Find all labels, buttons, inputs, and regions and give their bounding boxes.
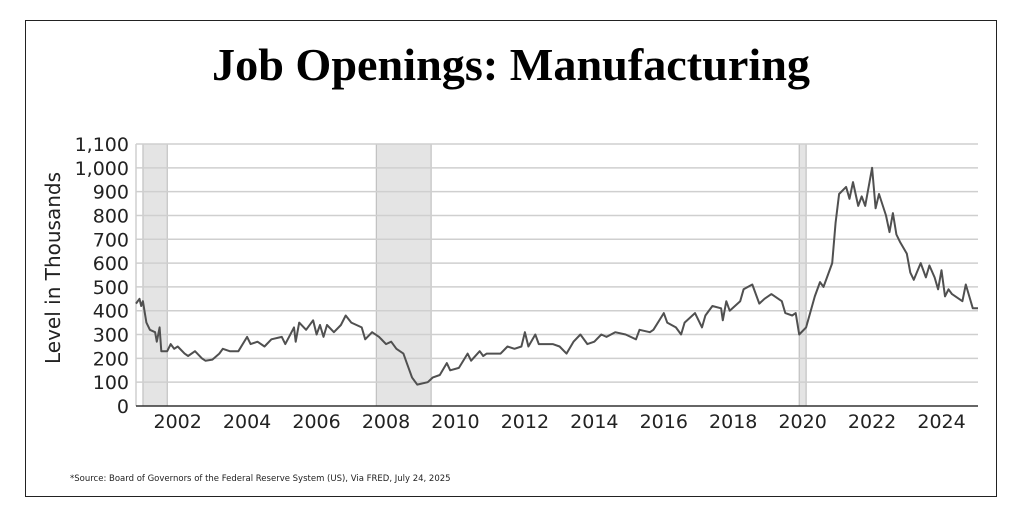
y-tick-label: 400 xyxy=(93,301,129,323)
recession-band xyxy=(799,144,807,406)
y-axis-label: Level in Thousands xyxy=(41,172,65,364)
y-tick-label: 500 xyxy=(93,277,129,299)
chart-title: Job Openings: Manufacturing xyxy=(212,39,810,90)
y-tick-label: 0 xyxy=(117,396,129,418)
y-tick-label: 300 xyxy=(93,325,129,347)
y-tick-label: 100 xyxy=(93,372,129,394)
x-tick-label: 2022 xyxy=(848,411,896,433)
source-note: *Source: Board of Governors of the Feder… xyxy=(70,474,451,484)
x-tick-label: 2004 xyxy=(223,411,271,433)
x-tick-label: 2010 xyxy=(431,411,479,433)
y-tick-label: 700 xyxy=(93,229,129,251)
series-line xyxy=(135,166,978,386)
y-tick-label: 800 xyxy=(93,205,129,227)
x-tick-label: 2018 xyxy=(709,411,757,433)
x-tick-label: 2008 xyxy=(362,411,410,433)
x-tick-label: 2020 xyxy=(778,411,826,433)
y-tick-label: 600 xyxy=(93,253,129,275)
x-tick-label: 2024 xyxy=(917,411,965,433)
x-tick-label: 2014 xyxy=(570,411,618,433)
y-tick-label: 200 xyxy=(93,348,129,370)
recession-band xyxy=(142,144,168,406)
chart-frame xyxy=(25,20,997,497)
x-tick-label: 2012 xyxy=(501,411,549,433)
y-tick-label: 900 xyxy=(93,182,129,204)
x-tick-label: 2002 xyxy=(153,411,201,433)
x-tick-label: 2016 xyxy=(640,411,688,433)
x-tick-label: 2006 xyxy=(292,411,340,433)
recession-band xyxy=(376,144,432,406)
y-tick-label: 1,100 xyxy=(75,134,129,156)
y-tick-label: 1,000 xyxy=(75,158,129,180)
